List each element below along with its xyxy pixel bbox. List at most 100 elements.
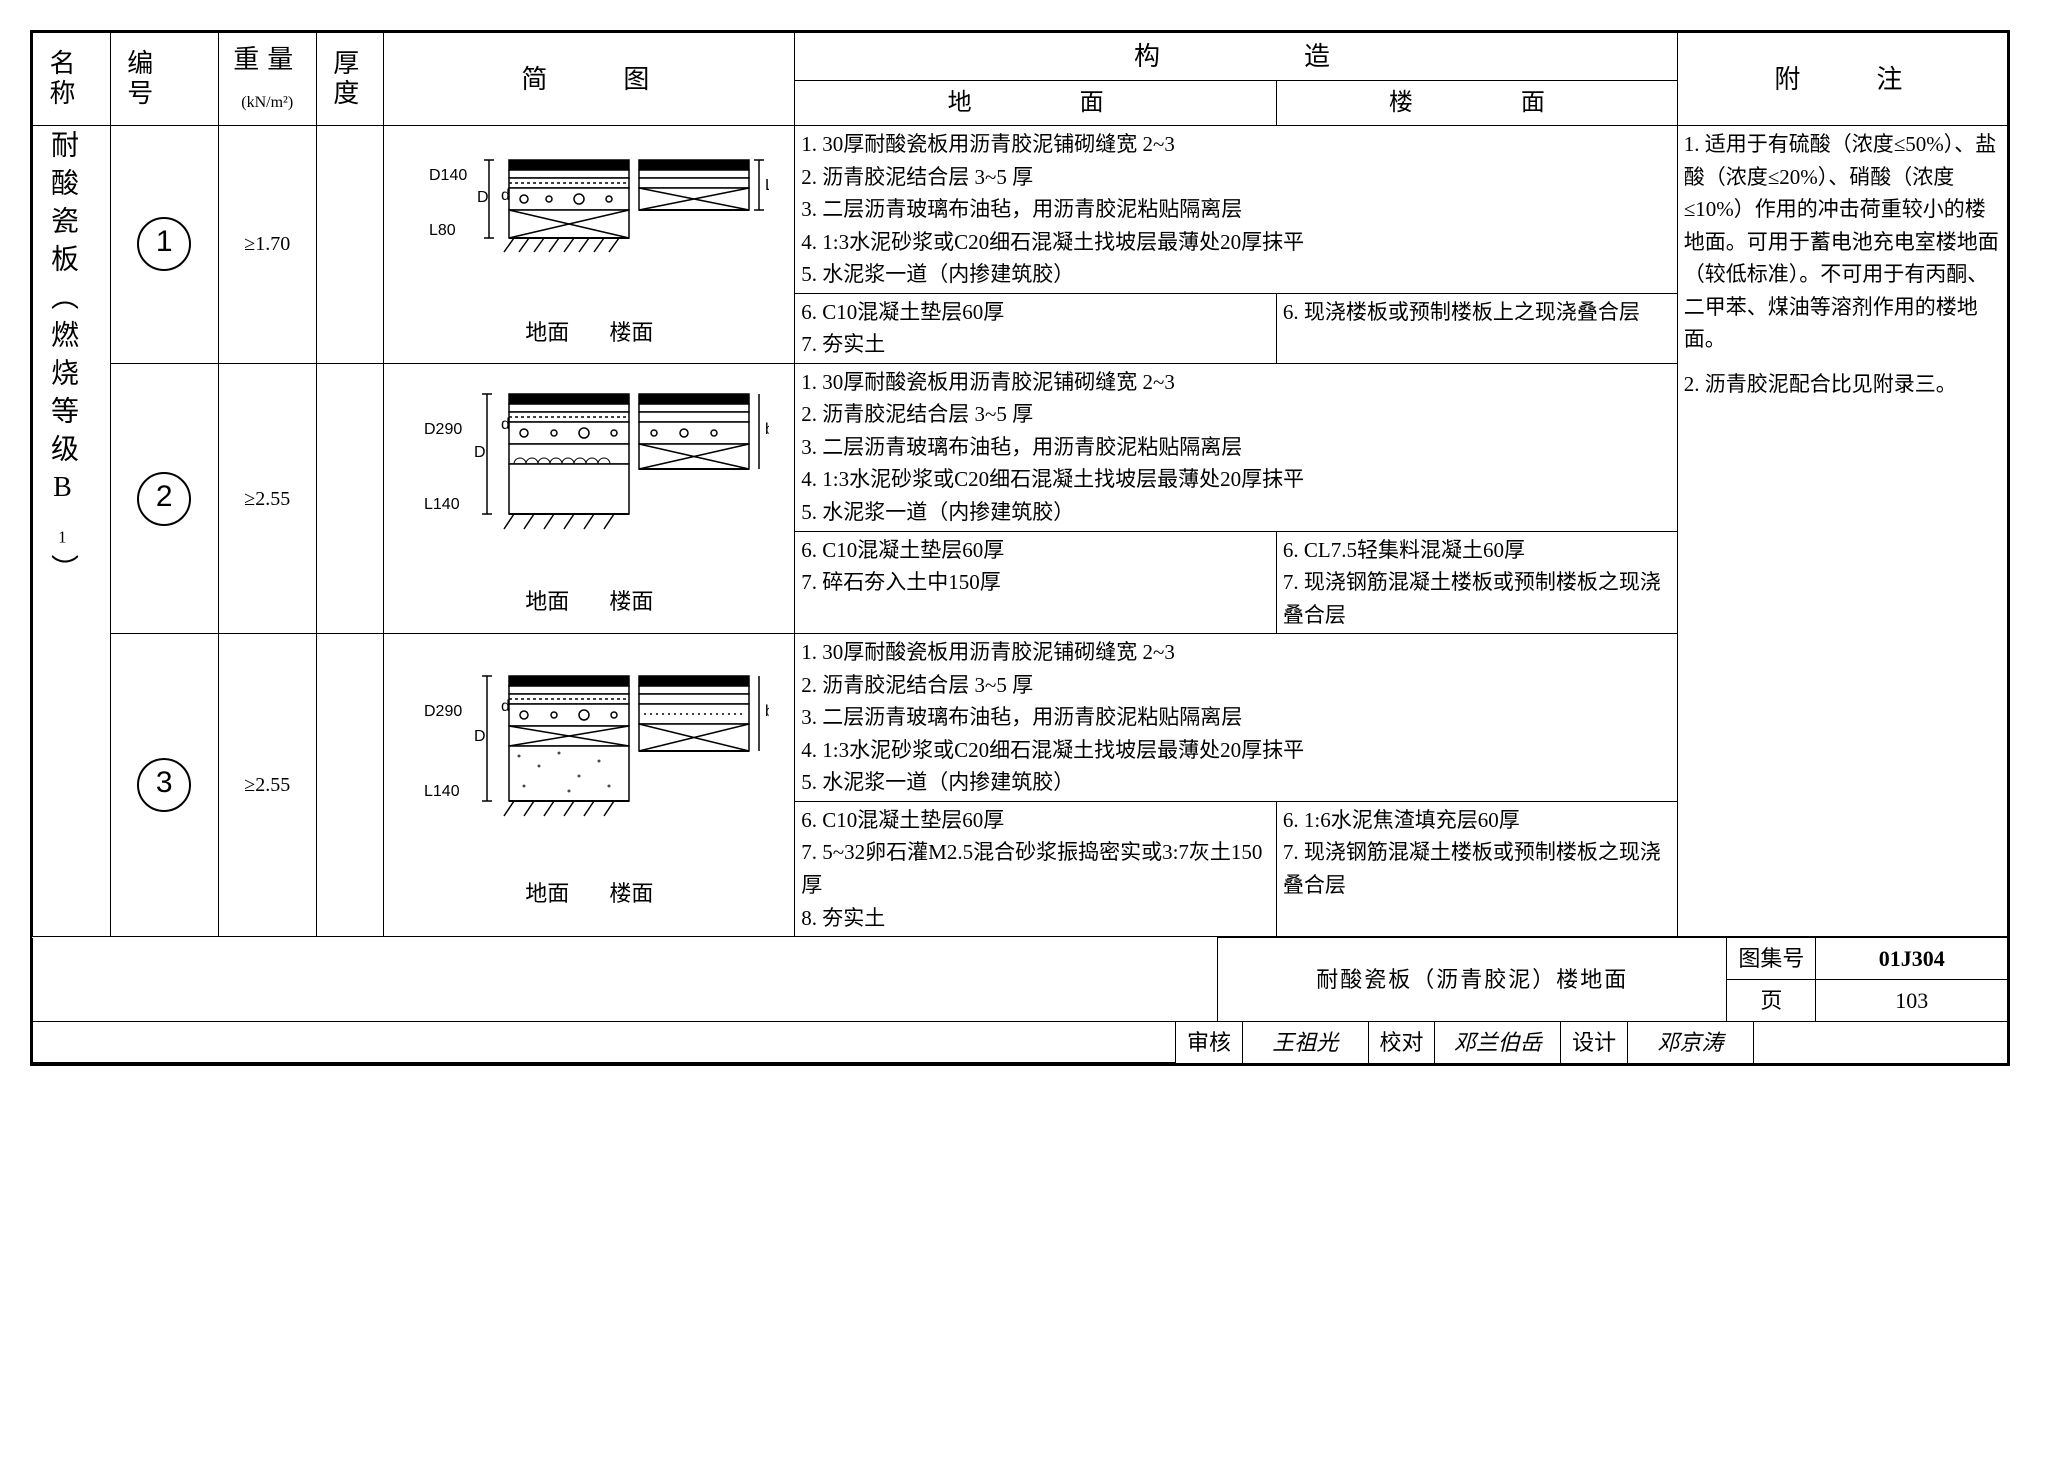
row2-weight: ≥2.55: [218, 363, 316, 633]
footer-row-1: 耐酸瓷板（沥青胶泥）楼地面 图集号 01J304: [33, 938, 2008, 980]
diag3-label-ground: 地面: [525, 877, 569, 910]
category-name-cell: 耐酸瓷板（燃烧等级B₁）: [33, 126, 111, 937]
row3-weight: ≥2.55: [218, 634, 316, 937]
row3-s4: 4. 1:3水泥砂浆或C20细石混凝土找坡层最薄处20厚抹平: [801, 734, 1670, 767]
svg-text:d: d: [501, 416, 510, 433]
main-table: 名称 编号 重量 (kN/m²) 厚度 简 图 构 造 附 注 地 面 楼 面 …: [32, 32, 2008, 937]
row2-s5: 5. 水泥浆一道（内掺建筑胶）: [801, 496, 1670, 529]
notes-cell: 1. 适用于有硫酸（浓度≤50%）、盐酸（浓度≤20%）、硝酸（浓度≤10%）作…: [1677, 126, 2007, 937]
row2-diagram: D290 L140 D d b 地面 楼面: [384, 363, 795, 633]
diag-label-ground: 地面: [525, 316, 569, 349]
row2-s1: 1. 30厚耐酸瓷板用沥青胶泥铺砌缝宽 2~3: [801, 366, 1670, 399]
hdr-weight: 重量 (kN/m²): [218, 33, 316, 126]
row2-s2: 2. 沥青胶泥结合层 3~5 厚: [801, 398, 1670, 431]
row1-weight: ≥1.70: [218, 126, 316, 364]
note-2: 2. 沥青胶泥配合比见附录三。: [1684, 368, 2001, 401]
category-name: 耐酸瓷板（燃烧等级B₁）: [41, 130, 83, 592]
note-1: 1. 适用于有硫酸（浓度≤50%）、盐酸（浓度≤20%）、硝酸（浓度≤10%）作…: [1684, 128, 2001, 356]
hdr-num: 编号: [110, 33, 218, 126]
row3-f2: 7. 现浇钢筋混凝土楼板或预制楼板之现浇叠合层: [1283, 836, 1671, 901]
svg-text:d: d: [501, 187, 510, 204]
diag-label-floor: 楼面: [609, 316, 653, 349]
row3-ground: 6. C10混凝土垫层60厚 7. 5~32卵石灌M2.5混合砂浆振捣密实或3:…: [795, 801, 1277, 936]
footer-title: 耐酸瓷板（沥青胶泥）楼地面: [1218, 938, 1727, 1022]
diagram-3-svg: D290 L140 D d b: [409, 661, 769, 871]
diagram-2-svg: D290 L140 D d b: [409, 379, 769, 579]
review-label: 审核: [1176, 1021, 1243, 1063]
row1-s5: 5. 水泥浆一道（内掺建筑胶）: [801, 258, 1670, 291]
design-label: 设计: [1561, 1021, 1628, 1063]
row1-L: L80: [429, 222, 456, 239]
svg-text:L: L: [765, 177, 769, 194]
footer-blank: [33, 938, 1218, 1022]
row3-D: D290: [424, 703, 462, 720]
page-label: 页: [1727, 980, 1816, 1022]
svg-text:D: D: [474, 444, 486, 461]
diag2-label-floor: 楼面: [609, 585, 653, 618]
row1-shared: 1. 30厚耐酸瓷板用沥青胶泥铺砌缝宽 2~3 2. 沥青胶泥结合层 3~5 厚…: [795, 126, 1677, 294]
circle-2: 2: [137, 472, 191, 526]
svg-text:b: b: [765, 421, 769, 438]
svg-text:b: b: [765, 703, 769, 720]
row2-D: D290: [424, 421, 462, 438]
signature-table: 审核 王祖光 校对 邓兰伯岳 设计 邓京涛: [32, 1021, 2008, 1065]
row3-g3: 8. 夯实土: [801, 902, 1270, 935]
row3-g1: 6. C10混凝土垫层60厚: [801, 804, 1270, 837]
row3-L: L140: [424, 783, 460, 800]
hdr-notes: 附 注: [1677, 33, 2007, 126]
footer-table: 耐酸瓷板（沥青胶泥）楼地面 图集号 01J304 页 103: [32, 937, 2008, 1022]
row3-s5: 5. 水泥浆一道（内掺建筑胶）: [801, 766, 1670, 799]
row1-floor: 6. 现浇楼板或预制楼板上之现浇叠合层: [1276, 293, 1677, 363]
row2-g2: 7. 碎石夯入土中150厚: [801, 566, 1270, 599]
row1-s3: 3. 二层沥青玻璃布油毡，用沥青胶泥粘贴隔离层: [801, 193, 1670, 226]
row1-diagram: D140 L80 D d L 地面 楼面: [384, 126, 795, 364]
row2-shared: 1. 30厚耐酸瓷板用沥青胶泥铺砌缝宽 2~3 2. 沥青胶泥结合层 3~5 厚…: [795, 363, 1677, 531]
hdr-ground: 地 面: [795, 81, 1277, 126]
row1-s2: 2. 沥青胶泥结合层 3~5 厚: [801, 161, 1670, 194]
sig-tail: [1753, 1021, 2007, 1063]
sig-blank: [33, 1021, 1176, 1063]
row2-thick: [316, 363, 384, 633]
design-name: 邓京涛: [1627, 1021, 1753, 1063]
check-name: 邓兰伯岳: [1435, 1021, 1561, 1063]
review-name: 王祖光: [1242, 1021, 1368, 1063]
row3-f1: 6. 1:6水泥焦渣填充层60厚: [1283, 804, 1671, 837]
hdr-floor: 楼 面: [1276, 81, 1677, 126]
row2-f1: 6. CL7.5轻集料混凝土60厚: [1283, 534, 1671, 567]
diag2-label-ground: 地面: [525, 585, 569, 618]
row3-s1: 1. 30厚耐酸瓷板用沥青胶泥铺砌缝宽 2~3: [801, 636, 1670, 669]
row3-num: 3: [110, 634, 218, 937]
row3-s2: 2. 沥青胶泥结合层 3~5 厚: [801, 669, 1670, 702]
row1-f1: 6. 现浇楼板或预制楼板上之现浇叠合层: [1283, 296, 1671, 329]
circle-1: 1: [137, 217, 191, 271]
row2-g1: 6. C10混凝土垫层60厚: [801, 534, 1270, 567]
hdr-thick: 厚度: [316, 33, 384, 126]
svg-text:D: D: [477, 189, 489, 206]
row3-floor: 6. 1:6水泥焦渣填充层60厚 7. 现浇钢筋混凝土楼板或预制楼板之现浇叠合层: [1276, 801, 1677, 936]
hdr-weight-unit: (kN/m²): [241, 94, 293, 111]
header-row-1: 名称 编号 重量 (kN/m²) 厚度 简 图 构 造 附 注: [33, 33, 2008, 81]
row2-ground: 6. C10混凝土垫层60厚 7. 碎石夯入土中150厚: [795, 531, 1277, 634]
row1-g2: 7. 夯实土: [801, 328, 1270, 361]
row2-s4: 4. 1:3水泥砂浆或C20细石混凝土找坡层最薄处20厚抹平: [801, 463, 1670, 496]
check-label: 校对: [1368, 1021, 1435, 1063]
row1-thick: [316, 126, 384, 364]
hdr-diagram: 简 图: [384, 33, 795, 126]
row1-s1: 1. 30厚耐酸瓷板用沥青胶泥铺砌缝宽 2~3: [801, 128, 1670, 161]
row2-f2: 7. 现浇钢筋混凝土楼板或预制楼板之现浇叠合层: [1283, 566, 1671, 631]
row2-floor: 6. CL7.5轻集料混凝土60厚 7. 现浇钢筋混凝土楼板或预制楼板之现浇叠合…: [1276, 531, 1677, 634]
row3-diagram: D290 L140 D d b 地面 楼面: [384, 634, 795, 937]
row2-num: 2: [110, 363, 218, 633]
row3-shared: 1. 30厚耐酸瓷板用沥青胶泥铺砌缝宽 2~3 2. 沥青胶泥结合层 3~5 厚…: [795, 634, 1677, 802]
circle-3: 3: [137, 758, 191, 812]
atlas-label: 图集号: [1727, 938, 1816, 980]
row2-L: L140: [424, 496, 460, 513]
diagram-1-svg: D140 L80 D d L: [409, 140, 769, 310]
diag3-label-floor: 楼面: [609, 877, 653, 910]
page-num: 103: [1816, 980, 2008, 1022]
svg-text:d: d: [501, 698, 510, 715]
row1-num: 1: [110, 126, 218, 364]
hdr-name: 名称: [33, 33, 111, 126]
row-1-top: 耐酸瓷板（燃烧等级B₁） 1 ≥1.70: [33, 126, 2008, 294]
signature-row: 审核 王祖光 校对 邓兰伯岳 设计 邓京涛: [33, 1021, 2008, 1063]
